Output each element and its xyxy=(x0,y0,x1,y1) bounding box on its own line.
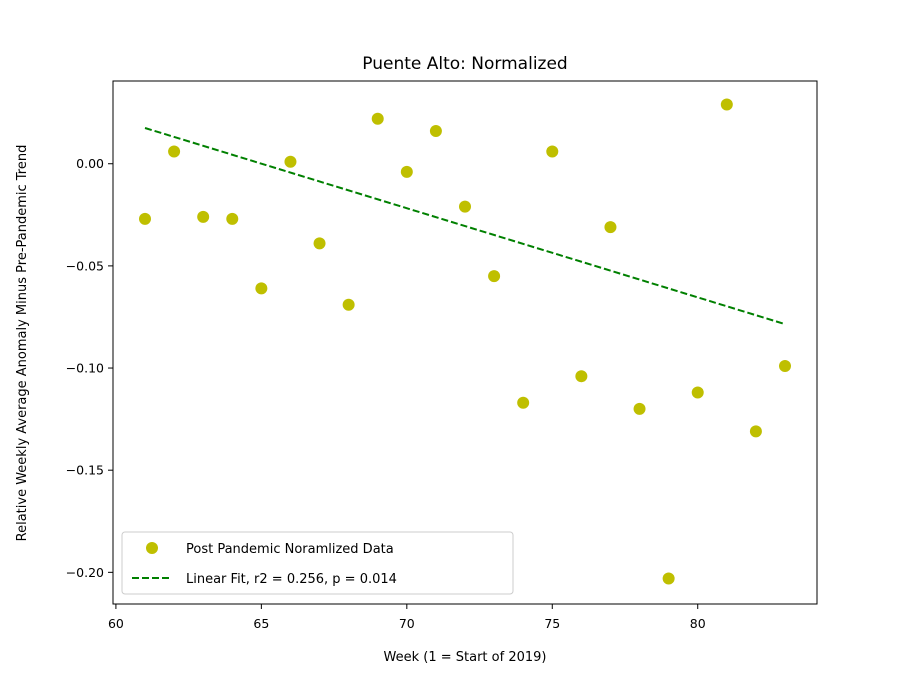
legend-label-points: Post Pandemic Noramlized Data xyxy=(186,542,394,557)
data-point xyxy=(488,270,501,283)
fit-line xyxy=(144,127,786,326)
data-point xyxy=(342,298,355,311)
data-point xyxy=(226,212,239,225)
x-tick-label: 80 xyxy=(690,616,706,631)
data-point xyxy=(749,425,762,438)
legend: Post Pandemic Noramlized Data Linear Fit… xyxy=(121,531,514,595)
data-point xyxy=(720,98,733,111)
chart-title: Puente Alto: Normalized xyxy=(362,54,567,74)
x-tick-label: 60 xyxy=(108,616,124,631)
data-point xyxy=(284,155,297,168)
data-point xyxy=(429,125,442,138)
x-tick-label: 70 xyxy=(399,616,415,631)
data-point xyxy=(313,237,326,250)
x-axis-label: Week (1 = Start of 2019) xyxy=(384,650,547,665)
data-point xyxy=(691,386,704,399)
y-axis-ticks: 0.00 −0.05 −0.10 −0.15 −0.20 xyxy=(66,156,113,580)
data-point xyxy=(459,200,471,213)
x-tick-label: 75 xyxy=(544,616,560,631)
legend-label-fit: Linear Fit, r2 = 0.256, p = 0.014 xyxy=(186,572,397,587)
data-point xyxy=(575,370,588,383)
fit-line-layer xyxy=(144,127,786,326)
data-point xyxy=(633,402,646,415)
points-layer xyxy=(139,98,791,585)
data-point xyxy=(604,221,617,234)
x-axis-ticks: 60 65 70 75 80 xyxy=(108,604,706,631)
y-tick-label: −0.05 xyxy=(66,258,104,273)
data-point xyxy=(371,112,384,125)
data-point xyxy=(168,145,181,158)
y-tick-label: 0.00 xyxy=(76,156,104,171)
data-point xyxy=(662,572,675,585)
data-point xyxy=(546,145,559,158)
data-point xyxy=(197,210,210,223)
data-point xyxy=(779,359,791,372)
legend-box xyxy=(121,531,514,595)
y-tick-label: −0.20 xyxy=(66,565,104,580)
y-axis-label: Relative Weekly Average Anomaly Minus Pr… xyxy=(15,145,30,542)
x-tick-label: 65 xyxy=(253,616,269,631)
data-point xyxy=(255,282,268,295)
plot-frame xyxy=(112,80,818,605)
data-point xyxy=(139,212,151,225)
data-point xyxy=(517,396,530,409)
legend-marker-points xyxy=(146,542,158,554)
y-tick-label: −0.10 xyxy=(66,361,104,376)
plot-area xyxy=(113,81,817,604)
data-point xyxy=(400,165,413,178)
y-tick-label: −0.15 xyxy=(66,463,104,478)
